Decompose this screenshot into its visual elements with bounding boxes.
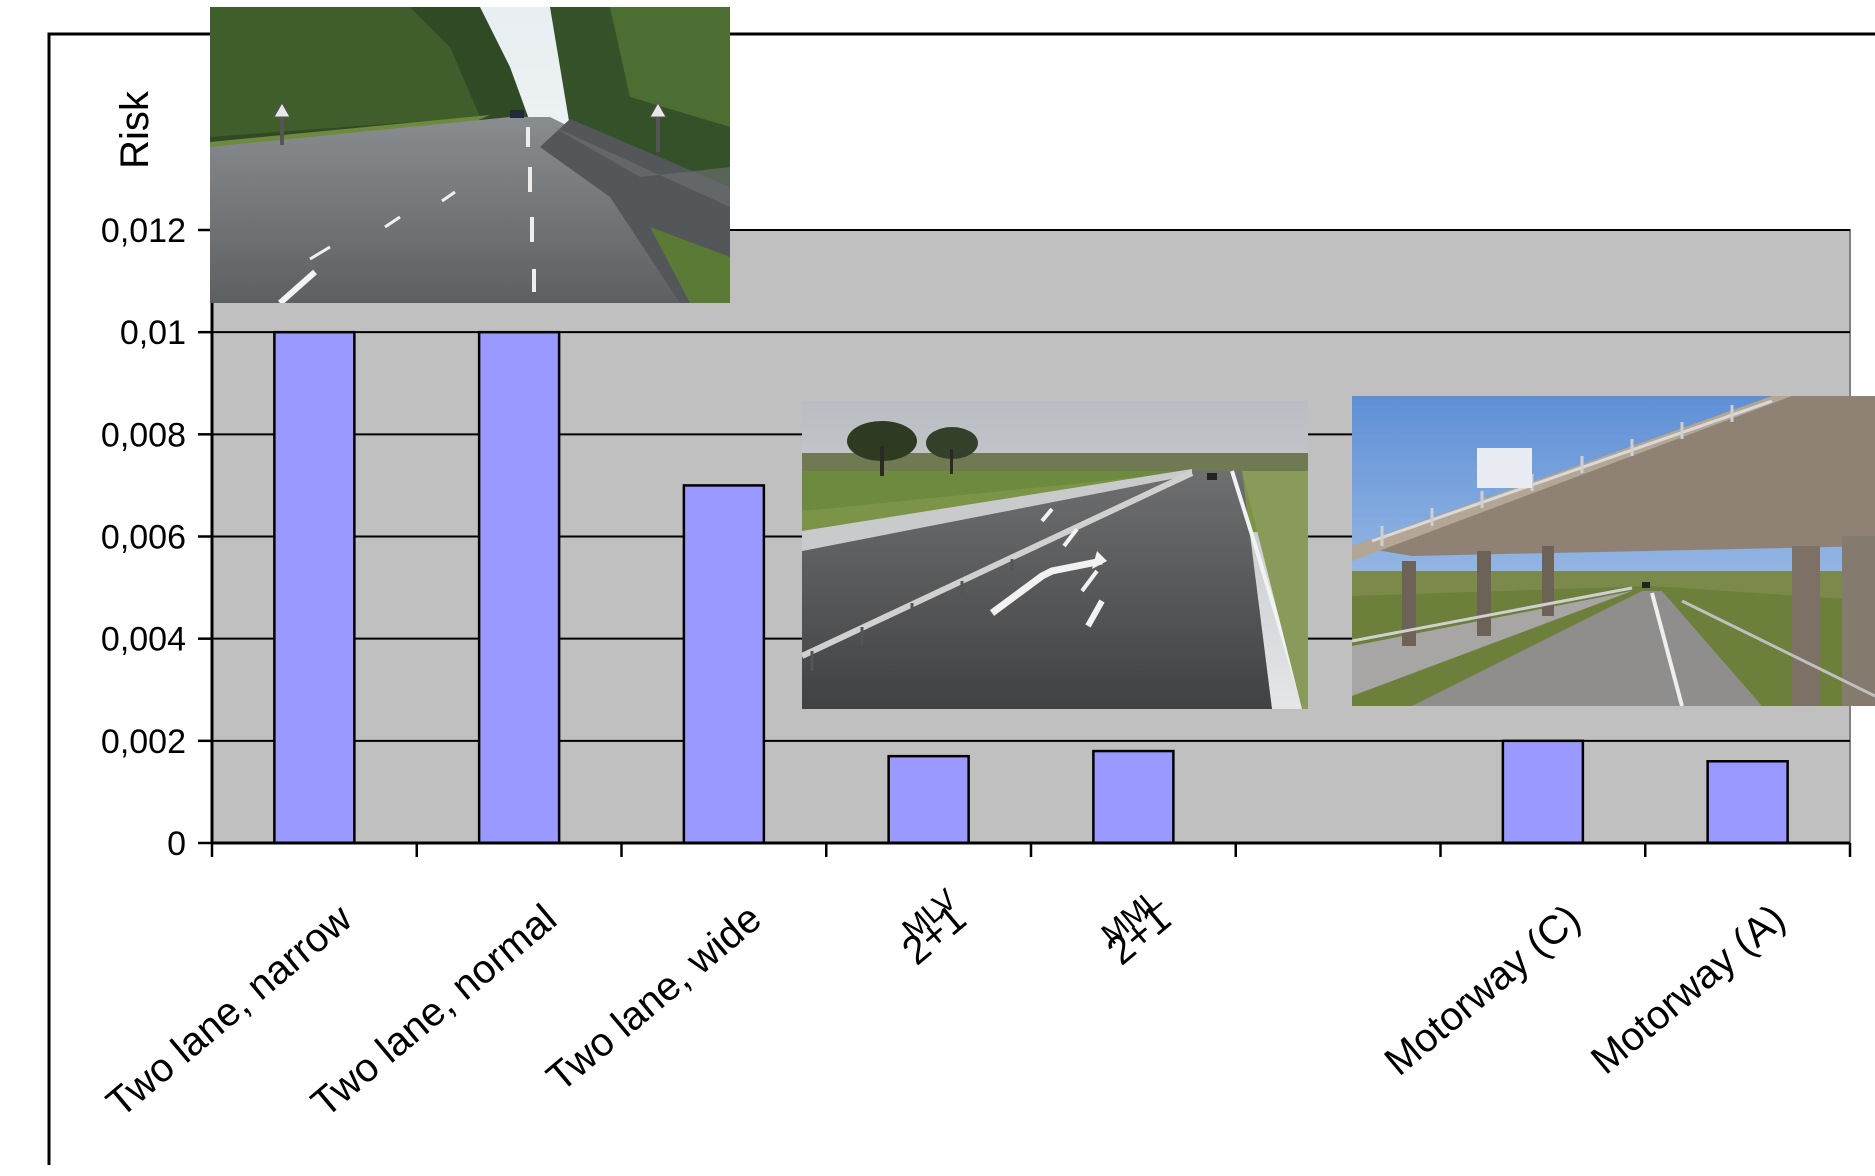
bars — [273, 330, 1789, 845]
y-tick-labels: 0 0,002 0,004 0,006 0,008 0,01 0,012 — [101, 212, 186, 863]
bar — [1501, 739, 1585, 845]
y-tick-label: 0,01 — [120, 314, 186, 352]
frame-border — [47, 32, 1875, 1165]
axes — [198, 220, 1852, 857]
y-tick-label: 0,008 — [101, 416, 186, 454]
bar — [273, 330, 356, 845]
bar — [887, 754, 970, 845]
bar — [1706, 760, 1789, 845]
photo-two-lane-road — [210, 7, 730, 303]
x-tick-label: Motorway (C) — [1377, 896, 1589, 1084]
y-axis-label: Risk — [113, 90, 157, 169]
outer-frame — [47, 32, 1875, 1165]
photo-motorway — [1352, 396, 1875, 706]
x-tick-label: Two lane, wide — [539, 896, 770, 1100]
y-tick-label: 0 — [167, 825, 186, 863]
y-tick-label: 0,004 — [101, 621, 186, 659]
y-tick-label: 0,012 — [101, 212, 186, 250]
x-tick-label: Motorway (A) — [1583, 896, 1793, 1083]
bar — [1092, 749, 1175, 845]
photo-2plus1-road — [802, 401, 1308, 709]
bar — [682, 484, 766, 845]
y-tick-label: 0,006 — [101, 519, 186, 557]
bar — [477, 330, 561, 845]
y-tick-label: 0,002 — [101, 723, 186, 761]
